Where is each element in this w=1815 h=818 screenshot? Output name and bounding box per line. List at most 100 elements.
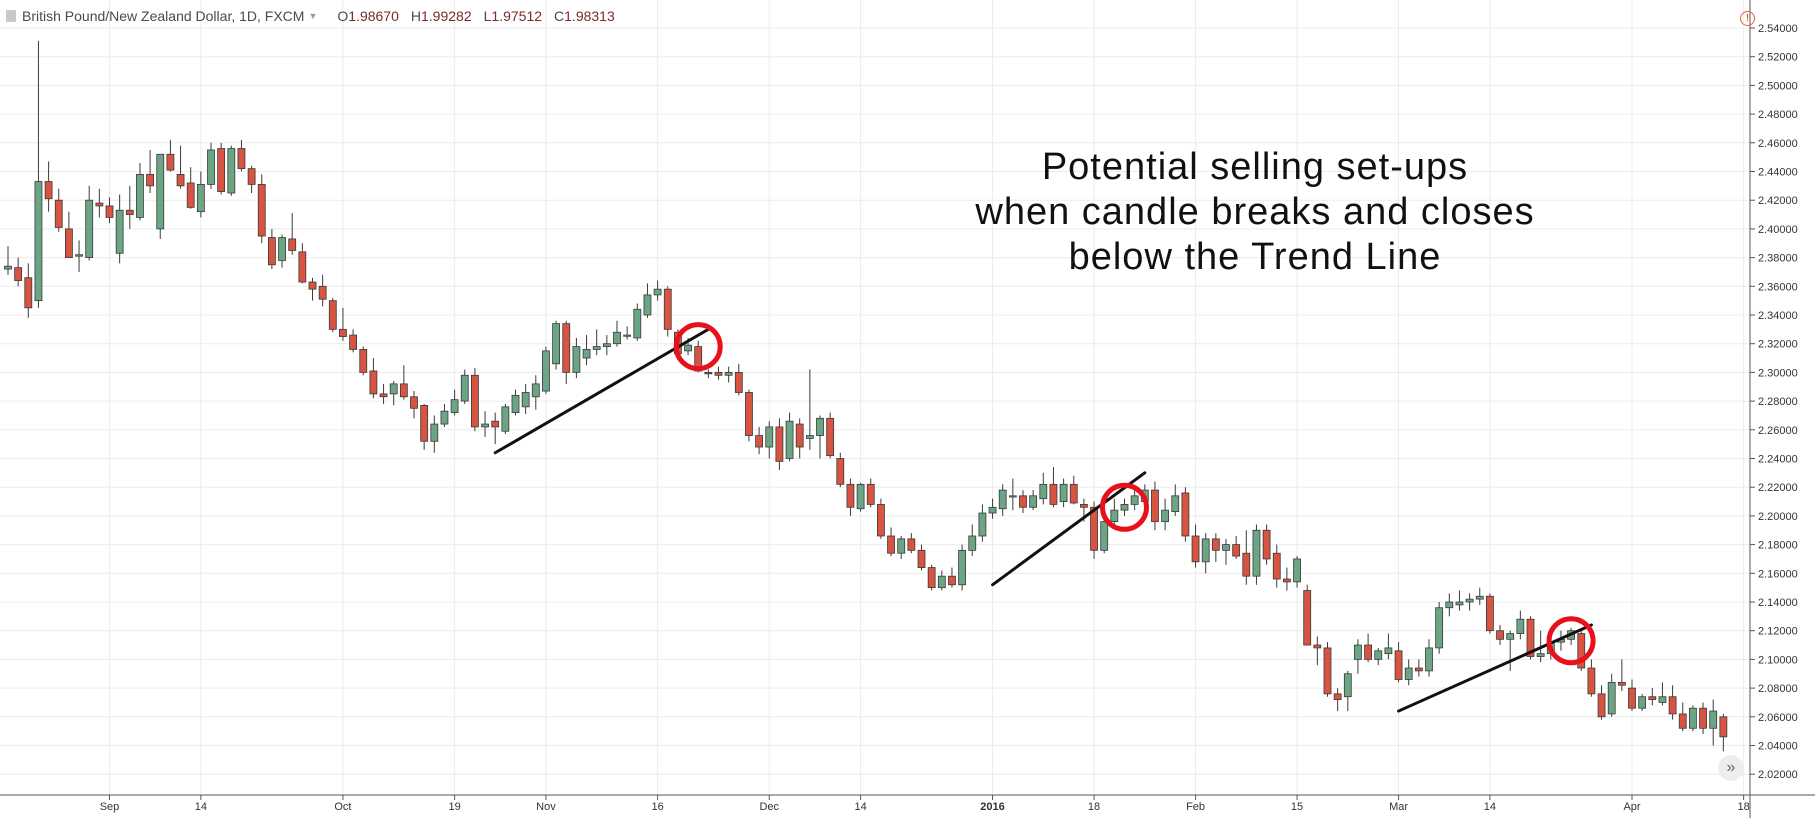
candle-body: [1211, 538, 1220, 551]
x-tick-label: 18: [1738, 801, 1750, 813]
candle: [1364, 633, 1372, 663]
candle: [937, 570, 946, 591]
candle-body: [1678, 713, 1687, 729]
candle-body: [1110, 509, 1119, 523]
candle: [1374, 647, 1383, 666]
candle-body: [1029, 495, 1038, 508]
candle: [450, 389, 459, 416]
candle: [734, 363, 743, 396]
candle-body: [998, 489, 1007, 510]
candle: [785, 412, 794, 462]
candle: [775, 418, 784, 470]
candle-body: [196, 184, 205, 213]
close-value: 1.98313: [564, 8, 615, 24]
candle-body: [470, 374, 479, 428]
candle: [166, 139, 175, 172]
scroll-right-icon[interactable]: »: [1718, 755, 1744, 781]
candle-body: [795, 423, 804, 448]
annotation-line: Potential selling set-ups: [1041, 146, 1469, 188]
candle: [877, 498, 885, 539]
candle-body: [1283, 578, 1291, 583]
candle-body: [1465, 598, 1474, 603]
candle: [592, 329, 601, 356]
x-tick-label: 16: [651, 801, 663, 813]
candle-body: [592, 346, 601, 350]
candle: [978, 504, 987, 542]
candle-body: [602, 343, 611, 347]
symbol-icon: [6, 10, 16, 22]
candle-body: [582, 349, 591, 359]
candle: [623, 326, 632, 340]
y-tick-label: 2.40000: [1758, 224, 1798, 236]
candle: [1689, 705, 1697, 732]
y-tick-label: 2.08000: [1758, 683, 1798, 695]
x-tick-label: Sep: [100, 801, 120, 813]
candle: [653, 280, 662, 301]
y-tick-label: 2.16000: [1758, 568, 1798, 580]
low-value: 1.97512: [491, 8, 543, 24]
candle-body: [54, 199, 63, 228]
symbol-title[interactable]: British Pound/New Zealand Dollar, 1D, FX…: [22, 8, 305, 24]
candle-body: [1171, 495, 1180, 512]
candle-body: [724, 371, 733, 376]
candle-body: [105, 205, 114, 218]
candle: [1475, 587, 1484, 605]
candle-body: [1232, 544, 1241, 557]
x-tick-label: Mar: [1389, 801, 1408, 813]
trend-line[interactable]: [1397, 623, 1593, 713]
candle: [1404, 659, 1413, 686]
chevron-down-icon[interactable]: ▼: [308, 11, 318, 21]
candle-body: [481, 423, 489, 428]
candle: [856, 482, 865, 512]
breakout-circle: [1546, 616, 1596, 666]
candle-body: [430, 423, 439, 442]
candle: [1587, 659, 1596, 697]
candle-body: [186, 182, 195, 208]
candle-body: [1628, 687, 1636, 709]
candle: [1201, 533, 1210, 574]
candle-body: [1597, 693, 1606, 718]
candle-body: [217, 148, 226, 192]
candle-body: [755, 435, 763, 448]
candle: [481, 411, 489, 437]
candle: [582, 335, 591, 366]
candle: [1648, 688, 1657, 706]
candle-body: [1252, 529, 1261, 577]
warning-icon[interactable]: !: [1740, 11, 1755, 26]
trend-line[interactable]: [991, 471, 1147, 587]
candle-body: [1445, 601, 1454, 609]
candle-body: [308, 281, 317, 290]
candle-body: [1313, 644, 1322, 649]
candle: [1445, 593, 1454, 617]
candle-body: [1130, 495, 1139, 505]
candle-body: [328, 300, 337, 330]
annotation-line: below the Trend Line: [1068, 236, 1442, 278]
breakout-highlights: [673, 322, 1596, 666]
candle: [1323, 642, 1332, 697]
candle-body: [166, 153, 175, 171]
candle: [1719, 713, 1728, 752]
x-tick-label: 14: [1484, 801, 1496, 813]
candle-body: [339, 328, 347, 337]
trend-line[interactable]: [493, 327, 710, 455]
candle-body: [1069, 483, 1078, 504]
candle: [1597, 685, 1606, 720]
candle: [430, 415, 439, 453]
candle-body: [552, 323, 560, 365]
candle: [491, 412, 500, 445]
candle: [663, 286, 672, 337]
candle: [1120, 498, 1129, 516]
candle-body: [1526, 618, 1535, 657]
candle-body: [988, 506, 997, 514]
candle: [1638, 693, 1647, 712]
candle-body: [1648, 696, 1657, 700]
x-tick-label: Feb: [1186, 801, 1205, 813]
candle: [1384, 633, 1393, 660]
candle: [968, 524, 977, 557]
candle-body: [826, 417, 835, 457]
candle: [917, 544, 926, 571]
open-value: 1.98670: [348, 8, 399, 24]
y-tick-label: 2.54000: [1758, 23, 1798, 35]
candle: [866, 478, 875, 508]
